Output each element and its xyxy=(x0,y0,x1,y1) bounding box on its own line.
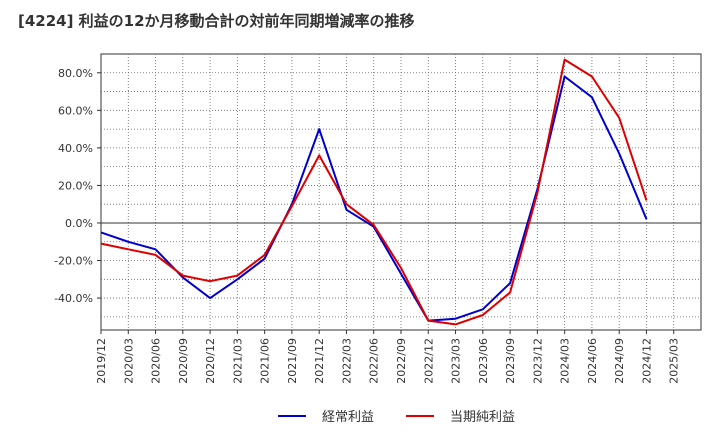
x-tick-label: 2024/09 xyxy=(613,338,626,384)
legend-label: 当期純利益 xyxy=(450,410,515,425)
x-tick-label: 2024/03 xyxy=(559,338,572,384)
y-tick-label: 60.0% xyxy=(58,104,93,117)
y-tick-label: 80.0% xyxy=(58,67,93,80)
x-tick-label: 2023/03 xyxy=(450,338,463,384)
x-tick-label: 2025/03 xyxy=(668,338,681,384)
x-tick-label: 2021/06 xyxy=(259,338,272,384)
x-tick-label: 2020/09 xyxy=(177,338,190,384)
gridlines xyxy=(101,54,701,330)
legend: 経常利益 当期純利益 xyxy=(278,410,515,425)
x-tick-label: 2022/03 xyxy=(340,338,353,384)
x-axis: 2019/12 2020/03 2020/06 2020/09 2020/12 2021/… xyxy=(95,330,681,384)
x-tick-label: 2020/12 xyxy=(204,338,217,384)
x-tick-label: 2023/06 xyxy=(477,338,490,384)
x-tick-label: 2019/12 xyxy=(95,338,108,384)
series-line-net-profit xyxy=(100,58,648,326)
chart-title: [4224] 利益の12か月移動合計の対前年同期増減率の推移 xyxy=(18,12,415,30)
y-tick-label: -40.0% xyxy=(54,292,93,305)
x-tick-label: 2022/06 xyxy=(368,338,381,384)
x-tick-label: 2021/12 xyxy=(313,338,326,384)
y-tick-label: 40.0% xyxy=(58,142,93,155)
y-tick-label: 20.0% xyxy=(58,179,93,192)
x-tick-label: 2024/06 xyxy=(586,338,599,384)
x-tick-label: 2022/12 xyxy=(422,338,435,384)
x-tick-label: 2022/09 xyxy=(395,338,408,384)
series-lines xyxy=(100,58,648,326)
x-tick-label: 2021/03 xyxy=(231,338,244,384)
x-tick-label: 2023/09 xyxy=(504,338,517,384)
x-tick-label: 2023/12 xyxy=(531,338,544,384)
x-tick-label: 2020/03 xyxy=(122,338,135,384)
legend-label: 経常利益 xyxy=(322,410,374,425)
x-tick-label: 2020/06 xyxy=(150,338,163,384)
y-tick-label: 0.0% xyxy=(65,217,93,230)
x-tick-label: 2024/12 xyxy=(640,338,653,384)
y-axis: -40.0% -20.0% 0.0% 20.0% 40.0% 60.0% 80.0% xyxy=(54,67,101,305)
y-tick-label: -20.0% xyxy=(54,255,93,268)
x-tick-label: 2021/09 xyxy=(286,338,299,384)
